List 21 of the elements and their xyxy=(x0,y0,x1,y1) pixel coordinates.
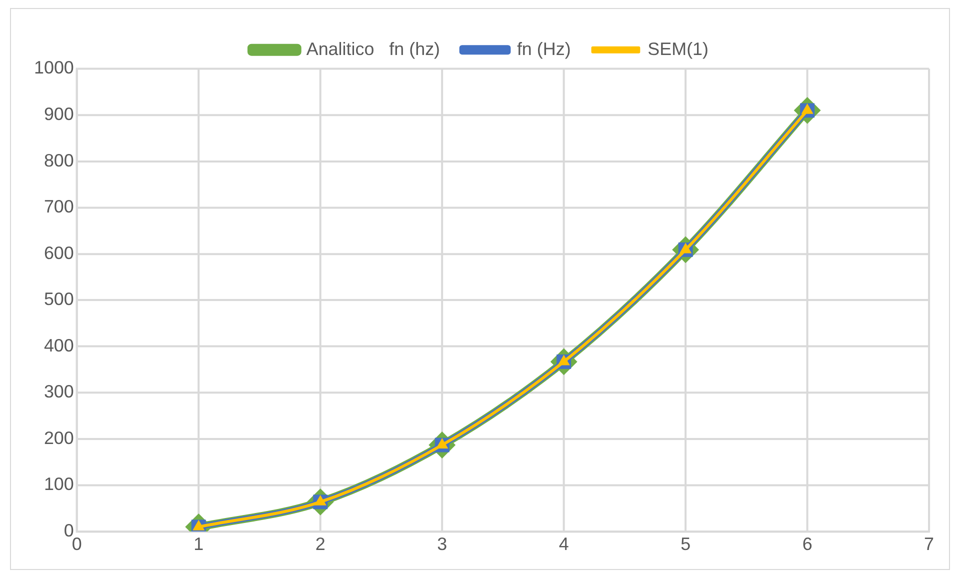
y-tick-label: 0 xyxy=(64,520,74,540)
x-tick-label: 2 xyxy=(315,534,326,554)
y-tick-label: 1000 xyxy=(34,58,74,78)
legend-label: fn (Hz) xyxy=(516,38,571,59)
y-tick-label: 600 xyxy=(44,242,74,263)
legend-label: Analitico fn (hz) xyxy=(306,38,440,59)
y-tick-label: 100 xyxy=(44,474,74,494)
y-tick-label: 200 xyxy=(44,428,74,448)
x-tick-label: 7 xyxy=(924,534,934,554)
x-tick-label: 5 xyxy=(680,534,691,554)
x-tick-label: 4 xyxy=(558,534,569,554)
y-tick-label: 700 xyxy=(44,196,74,217)
y-tick-label: 400 xyxy=(44,335,74,356)
y-tick-label: 900 xyxy=(44,104,74,124)
y-tick-label: 300 xyxy=(44,382,74,402)
x-tick-label: 3 xyxy=(437,534,448,554)
x-tick-label: 1 xyxy=(194,534,204,554)
y-tick-label: 800 xyxy=(44,150,74,170)
legend-label: SEM(1) xyxy=(648,38,709,59)
x-tick-label: 6 xyxy=(802,534,812,554)
y-tick-label: 500 xyxy=(44,289,74,310)
